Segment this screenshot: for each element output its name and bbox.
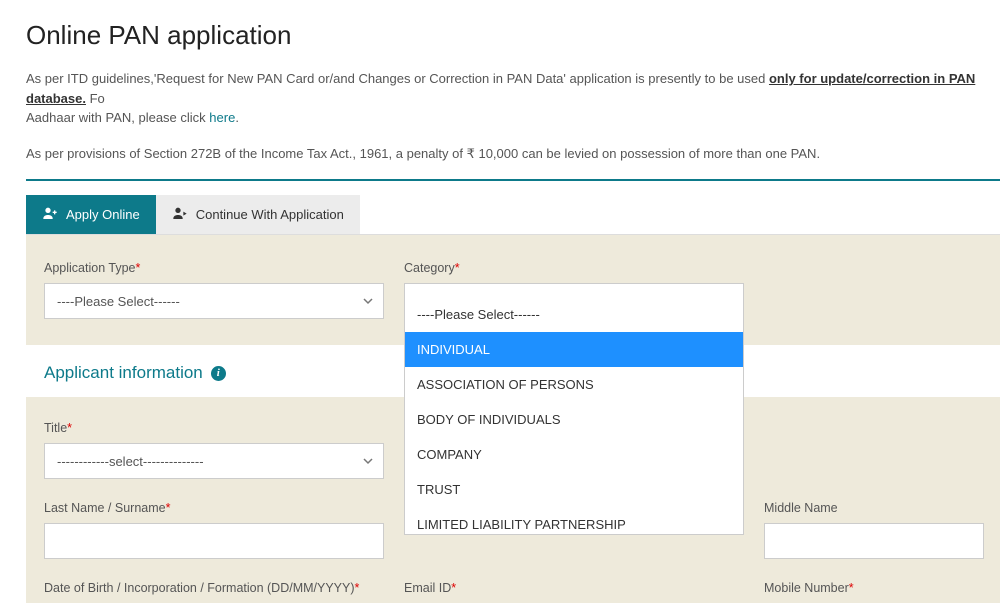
dropdown-category: ----Please Select------ INDIVIDUAL ASSOC… — [404, 297, 744, 535]
divider — [26, 179, 1000, 181]
intro-paragraph-1: As per ITD guidelines,'Request for New P… — [26, 69, 1000, 128]
field-dob: Date of Birth / Incorporation / Formatio… — [44, 581, 384, 603]
label-email: Email ID* — [404, 581, 744, 595]
label-last-name: Last Name / Surname* — [44, 501, 384, 515]
page-title: Online PAN application — [26, 0, 1000, 69]
field-title: Title* ------------select-------------- — [44, 421, 384, 479]
intro-block: As per ITD guidelines,'Request for New P… — [26, 69, 1000, 163]
intro-text-2a: Aadhaar with PAN, please click — [26, 110, 209, 125]
form-panel-1: Application Type* ----Please Select-----… — [26, 234, 1000, 397]
chevron-down-icon — [363, 296, 373, 306]
field-application-type: Application Type* ----Please Select-----… — [44, 261, 384, 319]
option-please-select[interactable]: ----Please Select------ — [405, 297, 743, 332]
resume-icon — [172, 205, 188, 224]
option-company[interactable]: COMPANY — [405, 437, 743, 472]
select-title-value: ------------select-------------- — [57, 454, 204, 469]
tab-continue-label: Continue With Application — [196, 207, 344, 222]
select-title[interactable]: ------------select-------------- — [44, 443, 384, 479]
option-llp[interactable]: LIMITED LIABILITY PARTNERSHIP — [405, 507, 743, 535]
user-plus-icon — [42, 205, 58, 224]
label-application-type: Application Type* — [44, 261, 384, 275]
field-mobile: Mobile Number* — [764, 581, 984, 603]
field-middle-name: Middle Name — [764, 501, 984, 559]
intro-paragraph-2: As per provisions of Section 272B of the… — [26, 144, 1000, 164]
label-middle-name: Middle Name — [764, 501, 984, 515]
label-mobile: Mobile Number* — [764, 581, 984, 595]
input-last-name[interactable] — [44, 523, 384, 559]
label-category: Category* — [404, 261, 744, 275]
label-title: Title* — [44, 421, 384, 435]
tabs: Apply Online Continue With Application — [26, 195, 1000, 234]
tab-continue[interactable]: Continue With Application — [156, 195, 360, 234]
option-trust[interactable]: TRUST — [405, 472, 743, 507]
label-dob: Date of Birth / Incorporation / Formatio… — [44, 581, 384, 595]
intro-text-2b: . — [235, 110, 239, 125]
select-application-type-value: ----Please Select------ — [57, 294, 180, 309]
tab-apply-label: Apply Online — [66, 207, 140, 222]
option-body-of-individuals[interactable]: BODY OF INDIVIDUALS — [405, 402, 743, 437]
field-last-name: Last Name / Surname* — [44, 501, 384, 559]
chevron-down-icon — [363, 456, 373, 466]
select-application-type[interactable]: ----Please Select------ — [44, 283, 384, 319]
option-association-of-persons[interactable]: ASSOCIATION OF PERSONS — [405, 367, 743, 402]
section-title: Applicant information — [44, 363, 203, 383]
intro-text: As per ITD guidelines,'Request for New P… — [26, 71, 769, 86]
field-email: Email ID* — [404, 581, 744, 603]
info-icon[interactable]: i — [211, 366, 226, 381]
tab-apply-online[interactable]: Apply Online — [26, 195, 156, 234]
intro-text-tail: Fo — [86, 91, 105, 106]
input-middle-name[interactable] — [764, 523, 984, 559]
here-link[interactable]: here — [209, 110, 235, 125]
option-individual[interactable]: INDIVIDUAL — [405, 332, 743, 367]
field-category: Category* INDIVIDUAL ----Please Select--… — [404, 261, 744, 319]
